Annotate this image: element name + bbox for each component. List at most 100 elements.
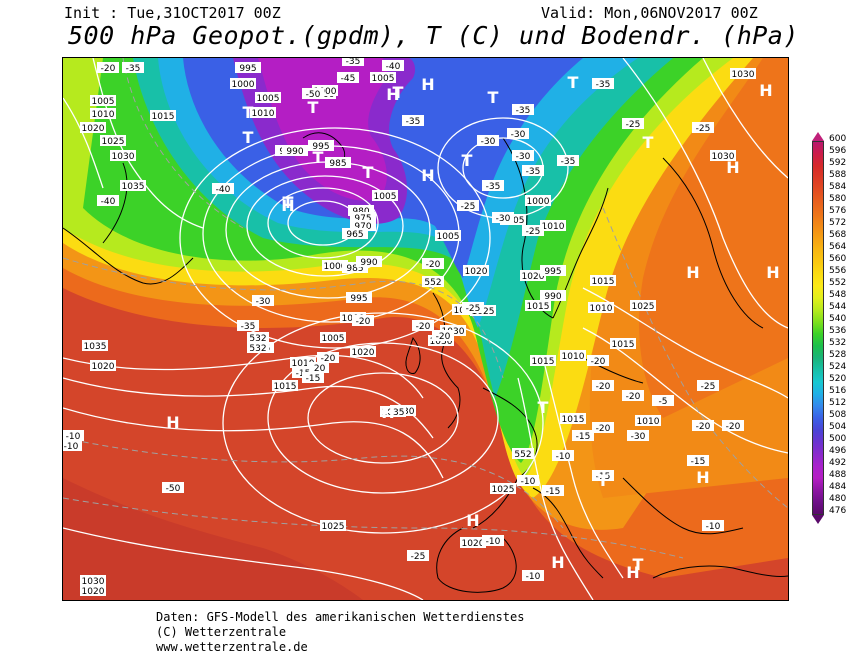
pressure-label: 1015 xyxy=(592,277,615,287)
pressure-label-box xyxy=(540,220,566,231)
geopotential-label: 552 xyxy=(424,278,441,288)
temperature-label-box xyxy=(97,195,119,206)
field-sw-red xyxy=(63,478,363,600)
pressure-label: 1035 xyxy=(122,182,145,192)
legend-label: 492 xyxy=(829,458,847,469)
pressure-label-box xyxy=(80,575,106,586)
legend-label: 572 xyxy=(829,218,847,229)
high-pressure-center: H xyxy=(466,511,479,530)
temperature-label: -30 xyxy=(496,214,511,224)
temperature-label: -20 xyxy=(426,260,441,270)
temperature-label: -10 xyxy=(521,477,536,487)
pressure-label-box xyxy=(90,360,116,371)
geopotential-label-box xyxy=(422,276,444,287)
temperature-label-box xyxy=(652,395,674,406)
pressure-label-box xyxy=(350,346,376,357)
pressure-label-box xyxy=(588,302,614,313)
low-pressure-center: T xyxy=(643,133,654,152)
pressure-label-box xyxy=(150,110,176,121)
geopotential-label-box xyxy=(247,332,269,343)
pressure-label: 995 xyxy=(544,267,561,277)
temperature-label: -35 xyxy=(561,157,576,167)
temperature-label-box xyxy=(587,355,609,366)
pressure-label: 1035 xyxy=(382,408,405,418)
temperature-label-box xyxy=(482,535,504,546)
isotherms xyxy=(63,58,788,559)
pressure-label: 1020 xyxy=(465,267,488,277)
pressure-label-box xyxy=(322,260,348,271)
isobar-high-1025 xyxy=(222,312,544,534)
temperature-label-box xyxy=(97,62,119,73)
temperature-label: -25 xyxy=(701,382,716,392)
temperature-label-box xyxy=(457,200,479,211)
temperature-label: -20 xyxy=(101,64,116,74)
geopotential-label: 532 xyxy=(249,344,266,354)
low-pressure-center: T xyxy=(283,193,294,212)
pressure-label-box xyxy=(610,338,636,349)
temperature-label-box xyxy=(212,183,234,194)
footer-copyright: (C) Wetterzentrale xyxy=(156,625,287,639)
pressure-label: 1010 xyxy=(637,417,660,427)
isobar-low-3 xyxy=(246,175,404,277)
temperature-label-box xyxy=(592,380,614,391)
legend-label: 596 xyxy=(829,146,847,156)
high-pressure-center: H xyxy=(759,81,772,100)
legend-label: 556 xyxy=(829,266,847,277)
ireland-coast xyxy=(405,336,421,375)
pressure-label: 1020 xyxy=(352,348,375,358)
pressure-label-box xyxy=(710,150,736,161)
low-pressure-center: T xyxy=(633,555,644,574)
pressure-label: 1025 xyxy=(102,137,125,147)
footer-url[interactable]: www.wetterzentrale.de xyxy=(156,640,308,654)
temperature-label: -40 xyxy=(386,62,401,72)
greenland-coast xyxy=(63,227,194,285)
pressure-label-box xyxy=(342,228,368,239)
pressure-label: 990 xyxy=(544,292,561,302)
legend-label: 516 xyxy=(829,386,847,397)
temperature-label: -10 xyxy=(64,442,79,452)
pressure-label-box xyxy=(630,300,656,311)
pressure-label-box xyxy=(540,265,566,276)
legend-bar xyxy=(812,141,824,515)
pressure-label-box xyxy=(346,292,372,303)
pressure-label-box xyxy=(560,413,586,424)
pressure-label: 1030 xyxy=(112,152,135,162)
temperature-label: -40 xyxy=(216,185,231,195)
temperature-label-box xyxy=(722,420,744,431)
legend-label: 488 xyxy=(829,470,847,481)
temperature-label: -50 xyxy=(166,484,181,494)
temperature-label: -15 xyxy=(576,432,591,442)
high-pressure-center: H xyxy=(386,85,399,104)
pressure-label: 1010 xyxy=(590,304,613,314)
low-pressure-center: T xyxy=(568,73,579,92)
pressure-label-box xyxy=(530,355,556,366)
temperature-label: -30 xyxy=(256,297,271,307)
temperature-label-box xyxy=(237,320,259,331)
temperature-label-box xyxy=(477,135,499,146)
pressure-label: 990 xyxy=(360,258,377,268)
pressure-label: 1000 xyxy=(314,87,337,97)
legend-label: 564 xyxy=(829,242,847,253)
pressure-label: 1010 xyxy=(542,222,565,232)
temperature-label: -25 xyxy=(466,304,481,314)
temperature-label: -20 xyxy=(416,322,431,332)
pressure-label: 1025 xyxy=(492,485,515,495)
temperature-label-box xyxy=(687,455,709,466)
pressure-label: 995 xyxy=(312,142,329,152)
isobar-1010 xyxy=(63,354,424,399)
isotherm-1 xyxy=(63,257,504,379)
legend-arrow-top xyxy=(812,132,824,141)
legend-label: 580 xyxy=(829,194,847,205)
legend-label: 532 xyxy=(829,338,847,349)
temperature-label-box xyxy=(462,302,484,313)
pressure-label-box xyxy=(590,275,616,286)
map-canvas: 9951000100510101015102010251030103599510… xyxy=(63,58,788,600)
valid-time: Valid: Mon,06NOV2017 00Z xyxy=(541,4,758,22)
pressure-label-box xyxy=(282,145,308,156)
temperature-label-box xyxy=(572,430,594,441)
temperature-label: -35 xyxy=(526,167,541,177)
temperature-label: -30 xyxy=(511,130,526,140)
pressure-label: 1020 xyxy=(462,539,485,549)
legend-label: 588 xyxy=(829,170,847,180)
temperature-label-box xyxy=(317,352,339,363)
